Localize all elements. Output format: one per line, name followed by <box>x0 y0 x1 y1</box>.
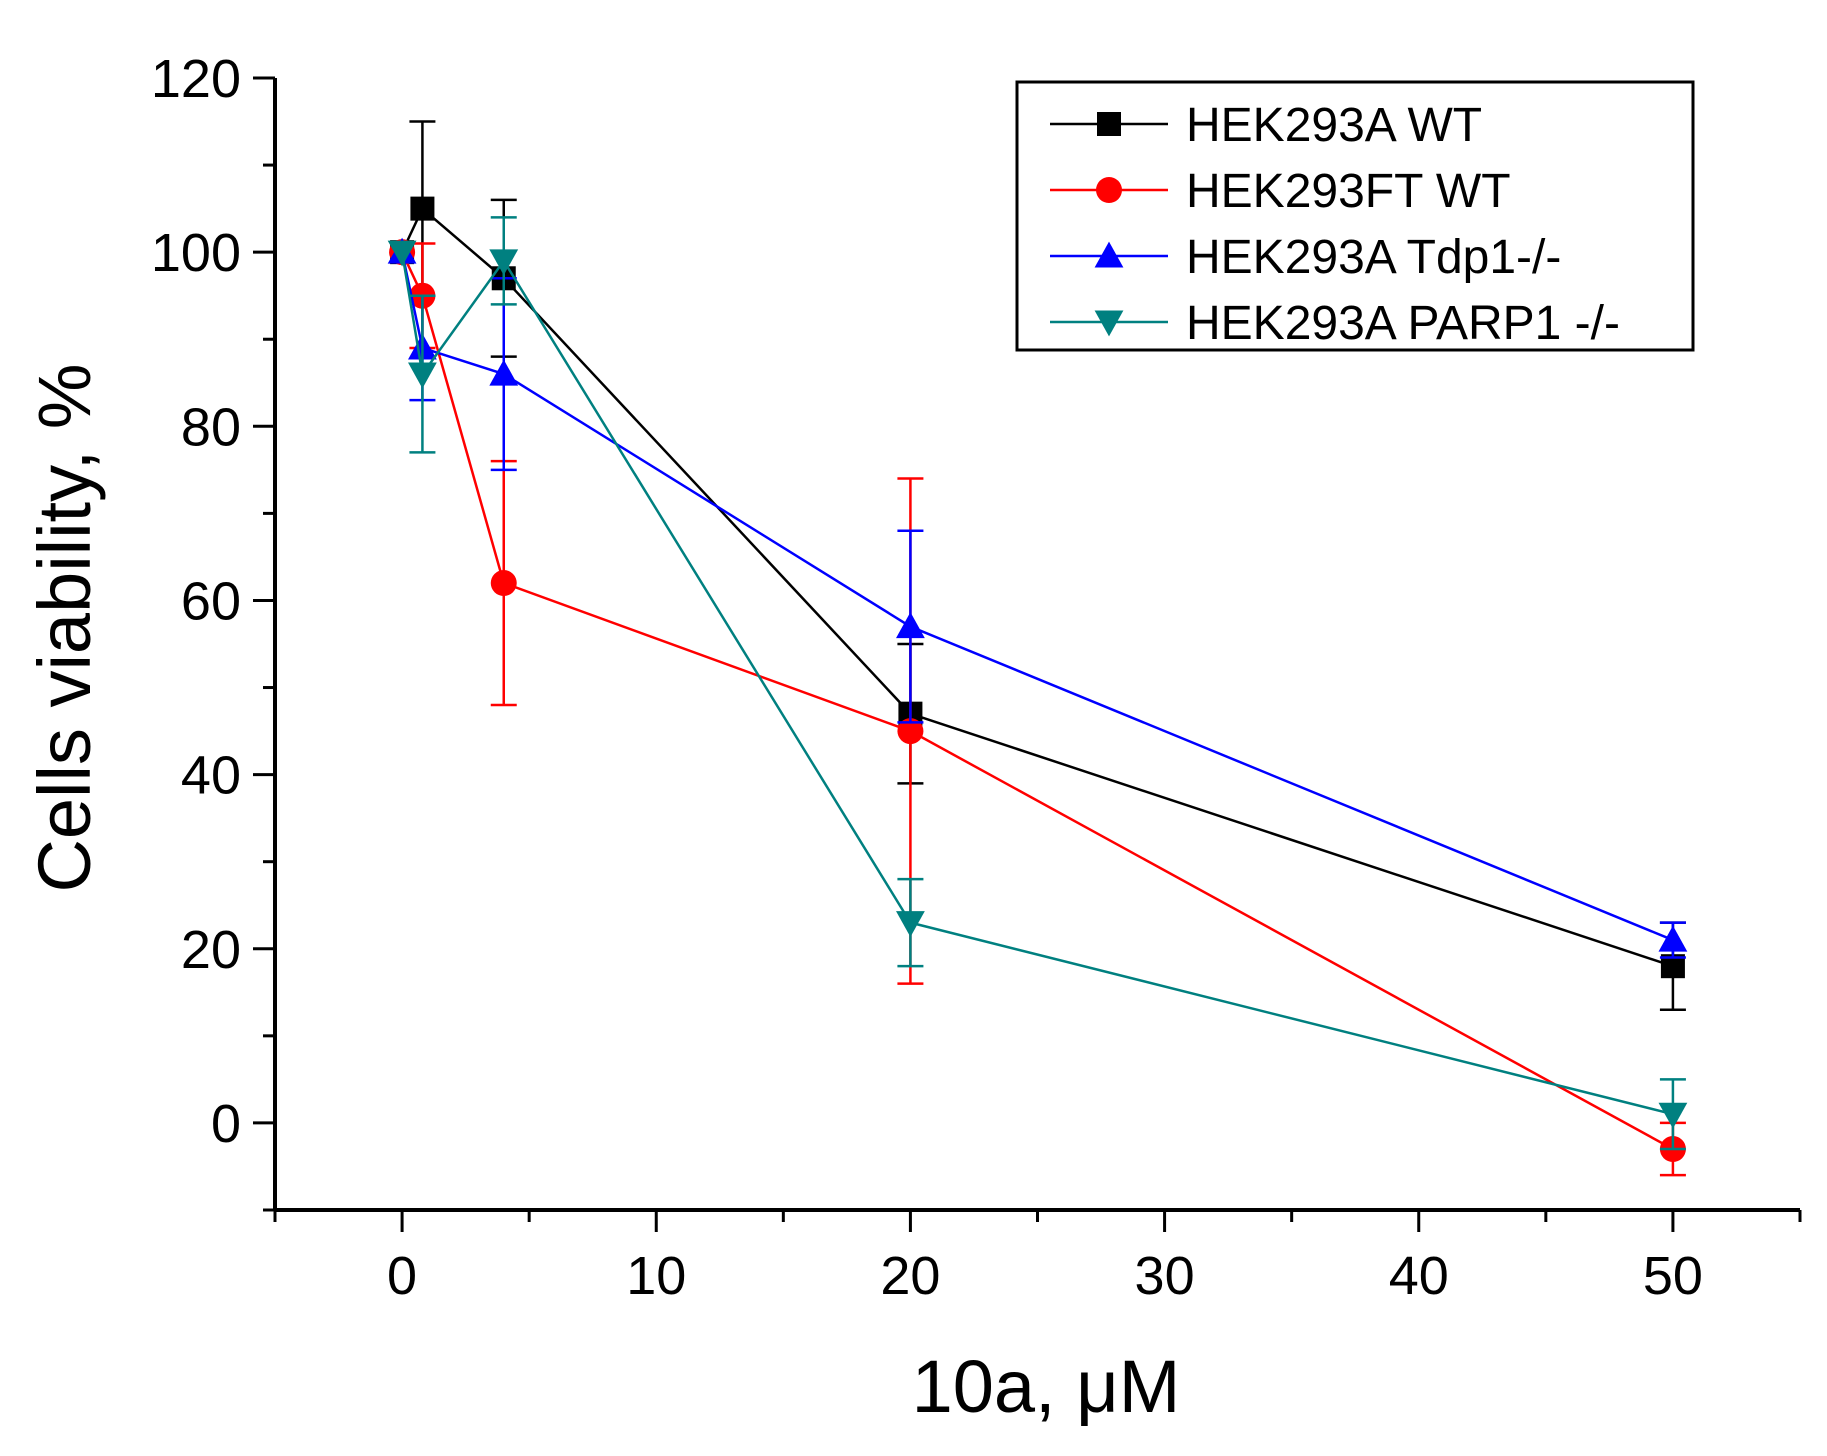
legend-marker <box>1096 177 1122 203</box>
data-point <box>410 196 435 221</box>
data-point <box>489 359 519 386</box>
y-axis-title: Cells viability, % <box>23 363 106 892</box>
series-line <box>400 251 1674 1116</box>
legend-marker <box>1097 112 1121 136</box>
series-1 <box>389 239 1686 1177</box>
y-tick-label: 120 <box>151 49 241 109</box>
legend-label: HEK293A Tdp1-/- <box>1186 231 1561 284</box>
data-point <box>896 911 925 938</box>
legend-box <box>1015 80 1695 352</box>
x-tick-label: 20 <box>880 1246 940 1306</box>
legend-label: HEK293A WT <box>1186 99 1482 152</box>
x-tick-label: 50 <box>1643 1246 1703 1306</box>
y-tick-label: 20 <box>181 920 241 980</box>
data-point <box>897 718 924 745</box>
y-tick-label: 60 <box>181 571 241 631</box>
legend-label: HEK293FT WT <box>1186 165 1511 218</box>
legend-marker <box>1094 310 1124 337</box>
y-tick-label: 80 <box>181 397 241 457</box>
data-point <box>408 362 437 389</box>
y-tick-label: 0 <box>211 1094 241 1154</box>
series-line <box>400 251 1674 942</box>
series-line <box>400 251 1674 1151</box>
x-tick-label: 40 <box>1389 1246 1449 1306</box>
data-point <box>896 612 925 639</box>
legend-marker <box>1094 241 1124 268</box>
legend: HEK293A WT HEK293FT WT HEK293A Tdp1-/- HEK2… <box>1015 80 1695 352</box>
data-point <box>490 570 517 597</box>
series-3 <box>387 216 1688 1151</box>
y-tick-label: 100 <box>151 223 241 283</box>
legend-label: HEK293A PARP1 -/- <box>1186 297 1620 350</box>
x-axis-title: 10a, μM <box>912 1345 1181 1428</box>
data-point <box>1658 1102 1688 1129</box>
x-tick-label: 30 <box>1135 1246 1195 1306</box>
x-tick-label: 0 <box>387 1246 417 1306</box>
x-tick-label: 10 <box>626 1246 686 1306</box>
data-point <box>1658 925 1688 952</box>
data-point <box>489 249 519 276</box>
y-tick-label: 40 <box>181 746 241 806</box>
data-point <box>387 240 417 267</box>
axes: 0 20 40 60 80 100 120 0 10 20 30 40 50 <box>151 49 1802 1306</box>
series-layer <box>387 120 1688 1177</box>
